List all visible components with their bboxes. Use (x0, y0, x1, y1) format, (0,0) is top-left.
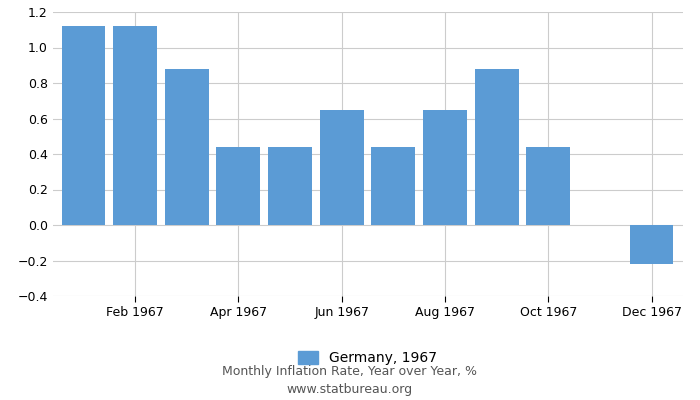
Bar (113, 26, 157, 225)
Text: www.statbureau.org: www.statbureau.org (287, 384, 413, 396)
Legend: Germany, 1967: Germany, 1967 (292, 346, 443, 371)
Bar (268, 147, 312, 225)
Bar (164, 69, 209, 225)
Bar (320, 110, 363, 225)
Bar (423, 110, 467, 225)
Bar (62, 26, 106, 225)
Text: Monthly Inflation Rate, Year over Year, %: Monthly Inflation Rate, Year over Year, … (223, 366, 477, 378)
Bar (629, 225, 673, 264)
Bar (216, 147, 260, 225)
Bar (526, 147, 570, 225)
Bar (475, 69, 519, 225)
Bar (372, 147, 415, 225)
